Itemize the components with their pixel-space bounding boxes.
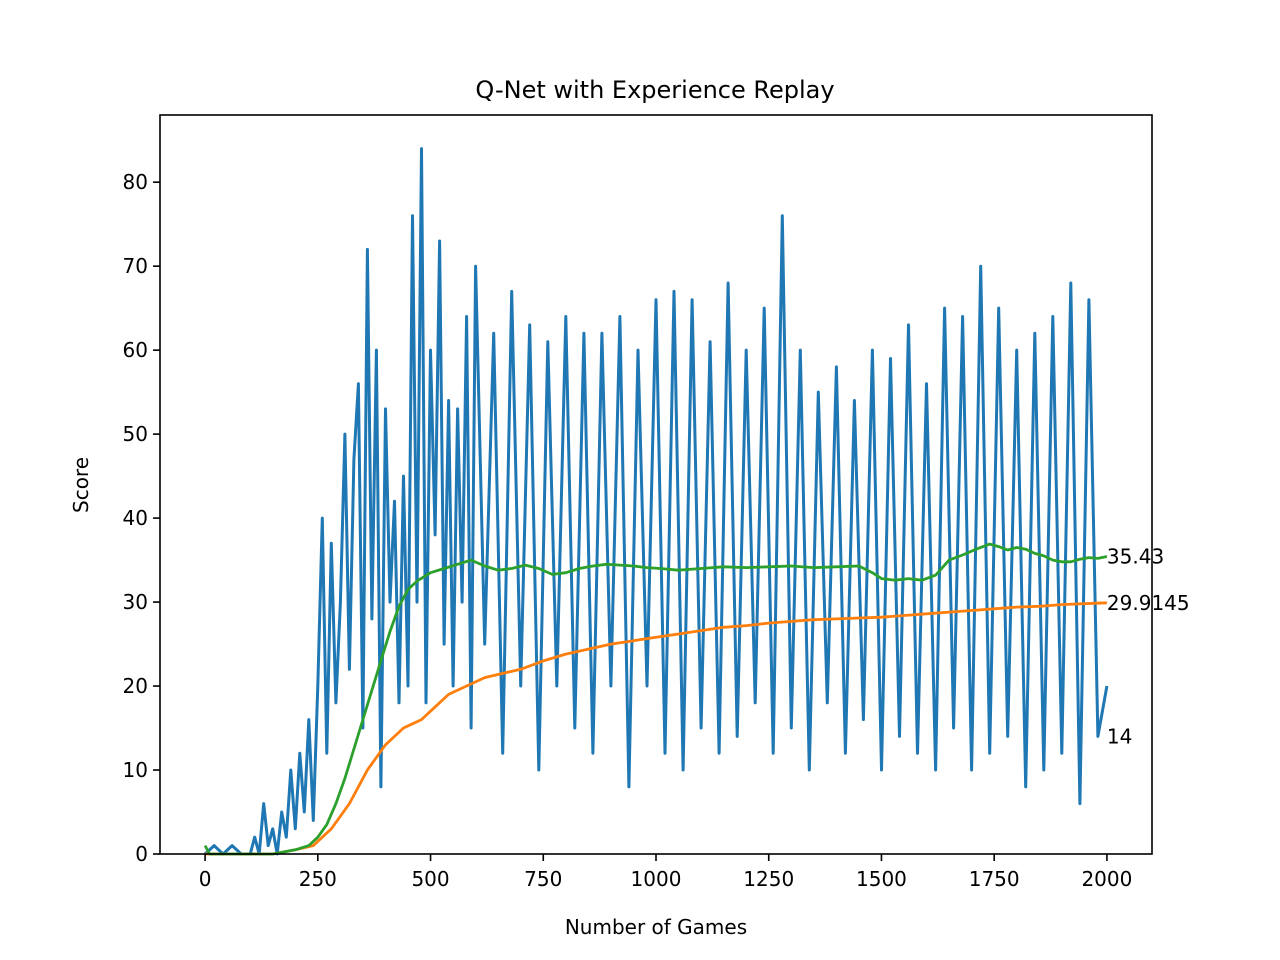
y-tick-label: 80 bbox=[123, 170, 148, 194]
chart-title: Q-Net with Experience Replay bbox=[475, 76, 834, 104]
y-tick-label: 0 bbox=[135, 842, 148, 866]
end-value-label: 35.43 bbox=[1107, 544, 1164, 568]
x-tick-label: 500 bbox=[411, 867, 449, 891]
x-tick-label: 0 bbox=[199, 867, 212, 891]
end-value-label: 14 bbox=[1107, 724, 1132, 748]
end-value-label: 29.9145 bbox=[1107, 591, 1190, 615]
x-tick-label: 250 bbox=[299, 867, 337, 891]
series-line-0 bbox=[204, 147, 1109, 856]
x-tick-label: 2000 bbox=[1081, 867, 1132, 891]
y-axis-label: Score bbox=[69, 457, 93, 513]
y-tick-label: 50 bbox=[123, 422, 148, 446]
x-tick-label: 1750 bbox=[969, 867, 1020, 891]
y-axis: 0 10 20 30 40 50 60 70 80 bbox=[123, 170, 160, 866]
x-tick-label: 1500 bbox=[856, 867, 907, 891]
y-tick-label: 30 bbox=[123, 590, 148, 614]
series-layer bbox=[203, 147, 1109, 856]
x-tick-label: 1000 bbox=[631, 867, 682, 891]
x-tick-label: 750 bbox=[524, 867, 562, 891]
y-tick-label: 70 bbox=[123, 254, 148, 278]
x-tick-label: 1250 bbox=[743, 867, 794, 891]
x-axis: 0 250 500 750 1000 1250 1500 1750 2000 bbox=[199, 854, 1132, 891]
x-axis-label: Number of Games bbox=[565, 915, 747, 939]
y-tick-label: 60 bbox=[123, 338, 148, 362]
series-line-1 bbox=[205, 601, 1107, 856]
y-tick-label: 10 bbox=[123, 758, 148, 782]
end-labels: 35.43 29.9145 14 bbox=[1107, 544, 1190, 748]
series-line-2 bbox=[203, 542, 1108, 856]
y-tick-label: 20 bbox=[123, 674, 148, 698]
y-tick-label: 40 bbox=[123, 506, 148, 530]
